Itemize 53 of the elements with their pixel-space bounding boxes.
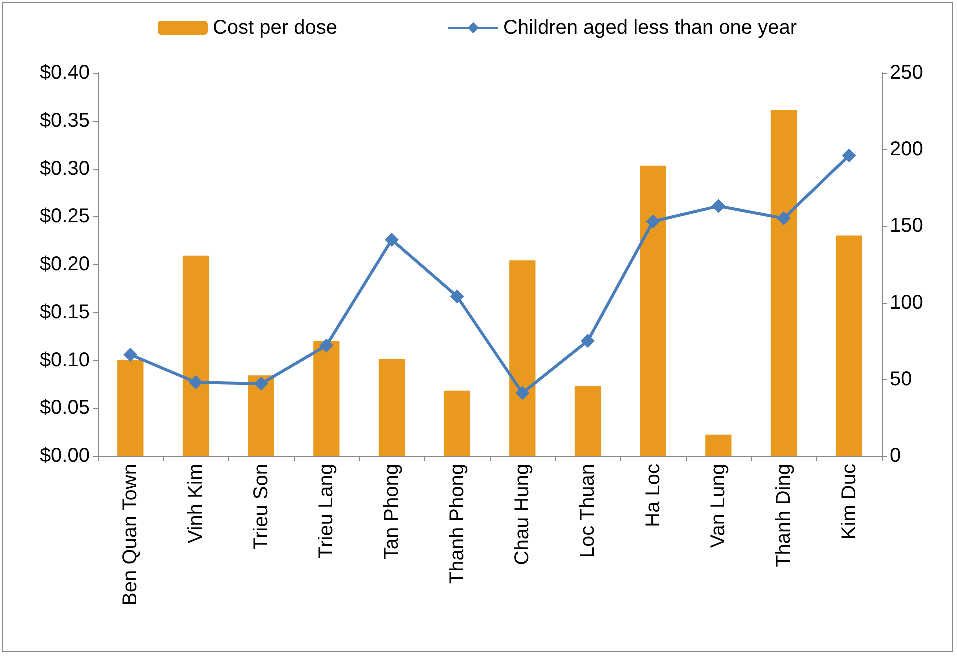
y2-tick-label: 200 xyxy=(890,138,924,161)
point xyxy=(777,212,791,226)
x-tick-label: Kim Duc xyxy=(838,464,860,540)
y-tick-label: $0.20 xyxy=(40,254,90,276)
legend-label: Children aged less than one year xyxy=(503,17,798,39)
bar xyxy=(444,390,470,456)
y-tick-label: $0.30 xyxy=(40,158,90,180)
x-tick-label: Ha Loc xyxy=(642,464,664,528)
bar xyxy=(510,260,536,456)
y-tick-label: $0.40 xyxy=(40,62,90,84)
point xyxy=(712,199,726,214)
x-tick-label: Loc Thuan xyxy=(577,464,599,558)
x-tick-label: Vinh Kim xyxy=(185,464,207,544)
y-tick-label: $0.15 xyxy=(40,301,90,324)
bar xyxy=(574,386,602,456)
y2-tick-label: 50 xyxy=(890,368,912,390)
bar xyxy=(378,359,406,456)
y2-tick-label: 250 xyxy=(890,62,924,84)
point xyxy=(516,386,530,400)
bar xyxy=(770,110,798,456)
point xyxy=(254,376,268,391)
x-tick-label: Ben Quan Town xyxy=(120,464,142,606)
x-tick-label: Chau Hung xyxy=(512,464,534,566)
x-tick-label: Trieu Son xyxy=(250,464,272,550)
point xyxy=(385,232,399,247)
y-tick-label: $0.25 xyxy=(40,206,90,228)
point xyxy=(646,214,660,229)
x-tick-label: Thanh Ding xyxy=(773,464,795,568)
y2-tick-label: 100 xyxy=(890,292,924,314)
y-tick-label: $0.05 xyxy=(40,397,90,420)
y-tick-label: $0.10 xyxy=(40,349,90,372)
x-tick-label: Trieu Lang xyxy=(316,464,338,559)
y2-tick-label: 0 xyxy=(890,445,902,467)
point xyxy=(189,375,203,390)
point xyxy=(450,290,464,304)
point xyxy=(842,148,856,163)
x-tick-label: Thanh Phong xyxy=(446,464,468,584)
bar xyxy=(640,166,666,456)
bar xyxy=(182,256,210,456)
bar xyxy=(836,236,862,456)
y-tick-label: $0.00 xyxy=(40,445,90,467)
legend-label: Cost per dose xyxy=(212,17,338,39)
bar xyxy=(314,341,340,456)
bar xyxy=(118,360,144,456)
point xyxy=(581,334,595,348)
point xyxy=(124,348,138,362)
bar xyxy=(248,376,274,456)
y2-tick-label: 150 xyxy=(890,215,924,238)
bar xyxy=(706,434,732,456)
x-tick-label: Van Lung xyxy=(708,464,730,548)
y-tick-label: $0.35 xyxy=(40,110,90,132)
point xyxy=(320,338,334,353)
x-tick-label: Tan Phong xyxy=(381,464,403,560)
